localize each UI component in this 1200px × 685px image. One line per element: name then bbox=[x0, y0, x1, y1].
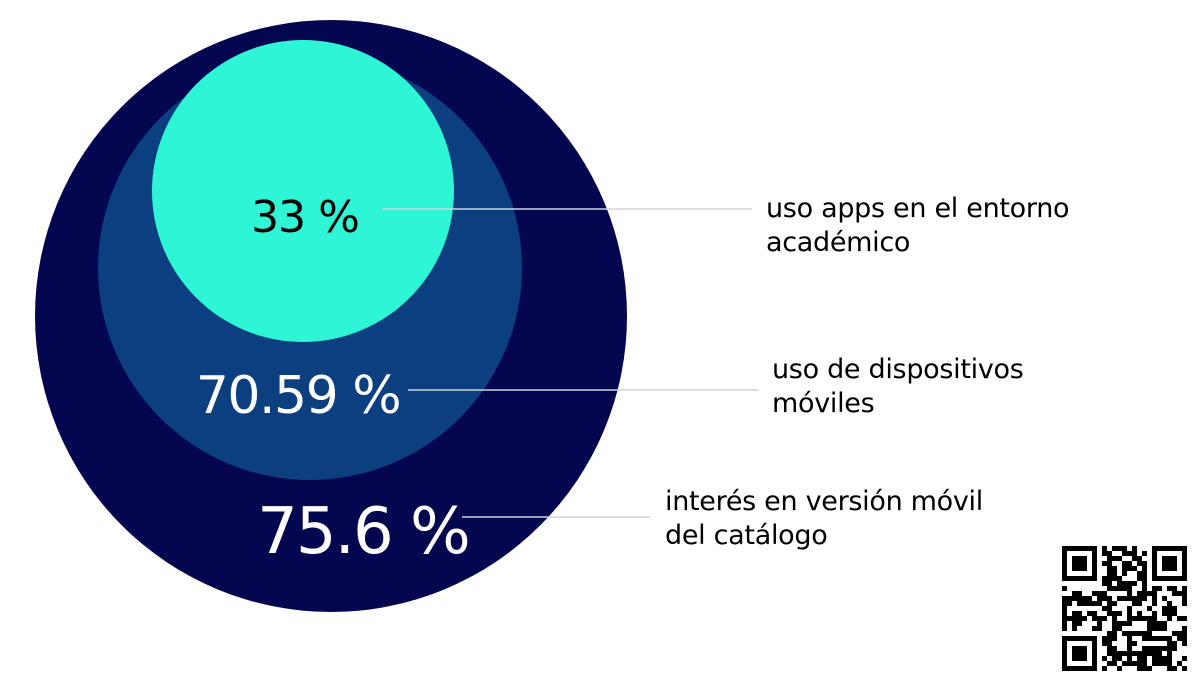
label-mobile-devices: uso de dispositivos móviles bbox=[772, 354, 1024, 419]
label-interest-mobile-catalog: interés en versión móvil del catálogo bbox=[665, 486, 983, 551]
value-label-devices: 70.59 % bbox=[196, 366, 400, 426]
label-apps-academic: uso apps en el entorno académico bbox=[766, 193, 1070, 258]
qr-code-icon bbox=[1062, 546, 1187, 671]
value-label-interest: 75.6 % bbox=[257, 495, 469, 569]
circle-apps-academic bbox=[152, 40, 454, 342]
value-label-apps: 33 % bbox=[251, 192, 359, 243]
